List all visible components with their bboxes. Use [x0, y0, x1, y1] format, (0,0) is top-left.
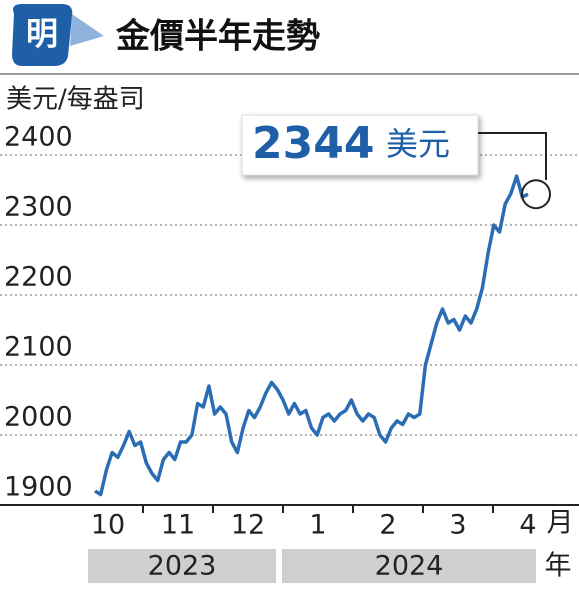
badge-text: 明 [26, 15, 58, 53]
chart-title: 金價半年走勢 [115, 17, 320, 57]
year-label: 2024 [375, 551, 444, 582]
x-unit: 月 [547, 508, 574, 539]
y-tick-label: 2400 [4, 122, 73, 153]
y-tick-label: 2100 [4, 332, 73, 363]
y-tick-label: 2000 [4, 402, 73, 433]
y-tick-label: 1900 [4, 472, 73, 503]
badge-shape [12, 4, 73, 66]
annotation-box [241, 114, 479, 176]
year-label: 2023 [148, 551, 217, 582]
annotation-unit: 美元 [386, 125, 450, 163]
x-tick-label: 1 [309, 510, 326, 541]
year-bar [282, 549, 536, 583]
year-unit: 年 [545, 551, 572, 582]
y-tick-label: 2300 [4, 192, 73, 223]
x-tick-label: 10 [91, 510, 125, 541]
annotation: 2344 美元 [241, 114, 547, 180]
annotation-value: 2344 [252, 118, 374, 169]
year-bar [88, 549, 276, 583]
badge-arrow [70, 14, 104, 46]
x-tick-label: 12 [231, 510, 265, 541]
latest-marker [521, 179, 551, 210]
x-tick-label: 11 [161, 510, 195, 541]
x-tick-label: 4 [519, 510, 536, 541]
x-tick-label: 2 [379, 510, 396, 541]
y-axis-label: 美元/每盎司 [6, 85, 145, 115]
x-tick-label: 3 [449, 510, 466, 541]
price-line [94, 174, 529, 497]
y-tick-label: 2200 [4, 262, 73, 293]
annotation-connector [478, 132, 547, 180]
